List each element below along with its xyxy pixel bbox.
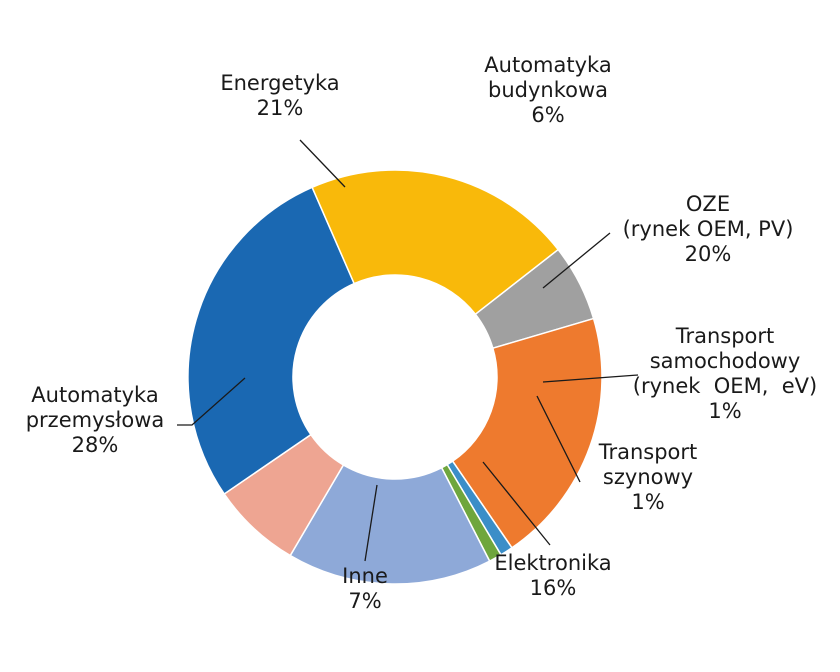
value-label: 16%	[530, 576, 577, 600]
label-transport-samochodowy-rynek-oem-ev: Transport samochodowy (rynek OEM, eV) 1%	[633, 324, 817, 423]
value-label: 7%	[348, 589, 381, 613]
label-oze-rynek-oem-pv: OZE (rynek OEM, PV) 20%	[623, 192, 794, 266]
category-label: OZE	[686, 192, 730, 216]
value-label: 28%	[72, 433, 119, 457]
leader-lines-group	[177, 139, 639, 562]
category-label: Automatyka	[31, 383, 158, 407]
slice-energetyka	[311, 169, 560, 316]
category-label: budynkowa	[488, 78, 608, 102]
category-label: Inne	[342, 564, 388, 588]
leader-line-oze-rynek-oem-pv	[542, 232, 611, 289]
value-label: 20%	[685, 242, 732, 266]
value-label: 1%	[631, 490, 664, 514]
category-label: Energetyka	[220, 71, 339, 95]
value-label: 21%	[257, 96, 304, 120]
category-label: samochodowy	[650, 349, 801, 373]
slices-group	[187, 169, 603, 585]
value-label: 1%	[708, 399, 741, 423]
label-elektronika: Elektronika 16%	[494, 551, 611, 600]
category-label: szynowy	[603, 465, 693, 489]
value-label: 6%	[531, 103, 564, 127]
label-automatyka-budynkowa: Automatyka budynkowa 6%	[484, 53, 611, 127]
category-label: przemysłowa	[26, 408, 165, 432]
label-automatyka-przemyslowa: Automatyka przemysłowa 28%	[26, 383, 165, 457]
category-label: Elektronika	[494, 551, 611, 575]
leader-line-transport-szynowy	[536, 395, 581, 483]
leader-line-transport-samochodowy-rynek-oem-ev	[542, 374, 639, 383]
category-label: Transport	[675, 324, 775, 348]
label-transport-szynowy: Transport szynowy 1%	[598, 440, 698, 514]
leader-line-inne	[364, 484, 378, 562]
leader-line-automatyka-przemyslowa	[177, 377, 246, 426]
category-label: (rynek OEM, PV)	[623, 217, 794, 241]
slice-oze-rynek-oem-pv	[451, 317, 603, 549]
labels-group: Automatyka budynkowa 6%OZE (rynek OEM, PV) 2…	[26, 53, 818, 613]
category-label: Transport	[598, 440, 698, 464]
category-label: Automatyka	[484, 53, 611, 77]
category-label: (rynek OEM, eV)	[633, 374, 817, 398]
label-energetyka: Energetyka 21%	[220, 71, 339, 120]
leader-line-energetyka	[299, 139, 346, 188]
label-inne: Inne 7%	[342, 564, 388, 613]
slice-automatyka-przemyslowa	[187, 186, 356, 495]
slice-elektronika	[289, 463, 491, 585]
leader-line-elektronika	[482, 461, 551, 546]
